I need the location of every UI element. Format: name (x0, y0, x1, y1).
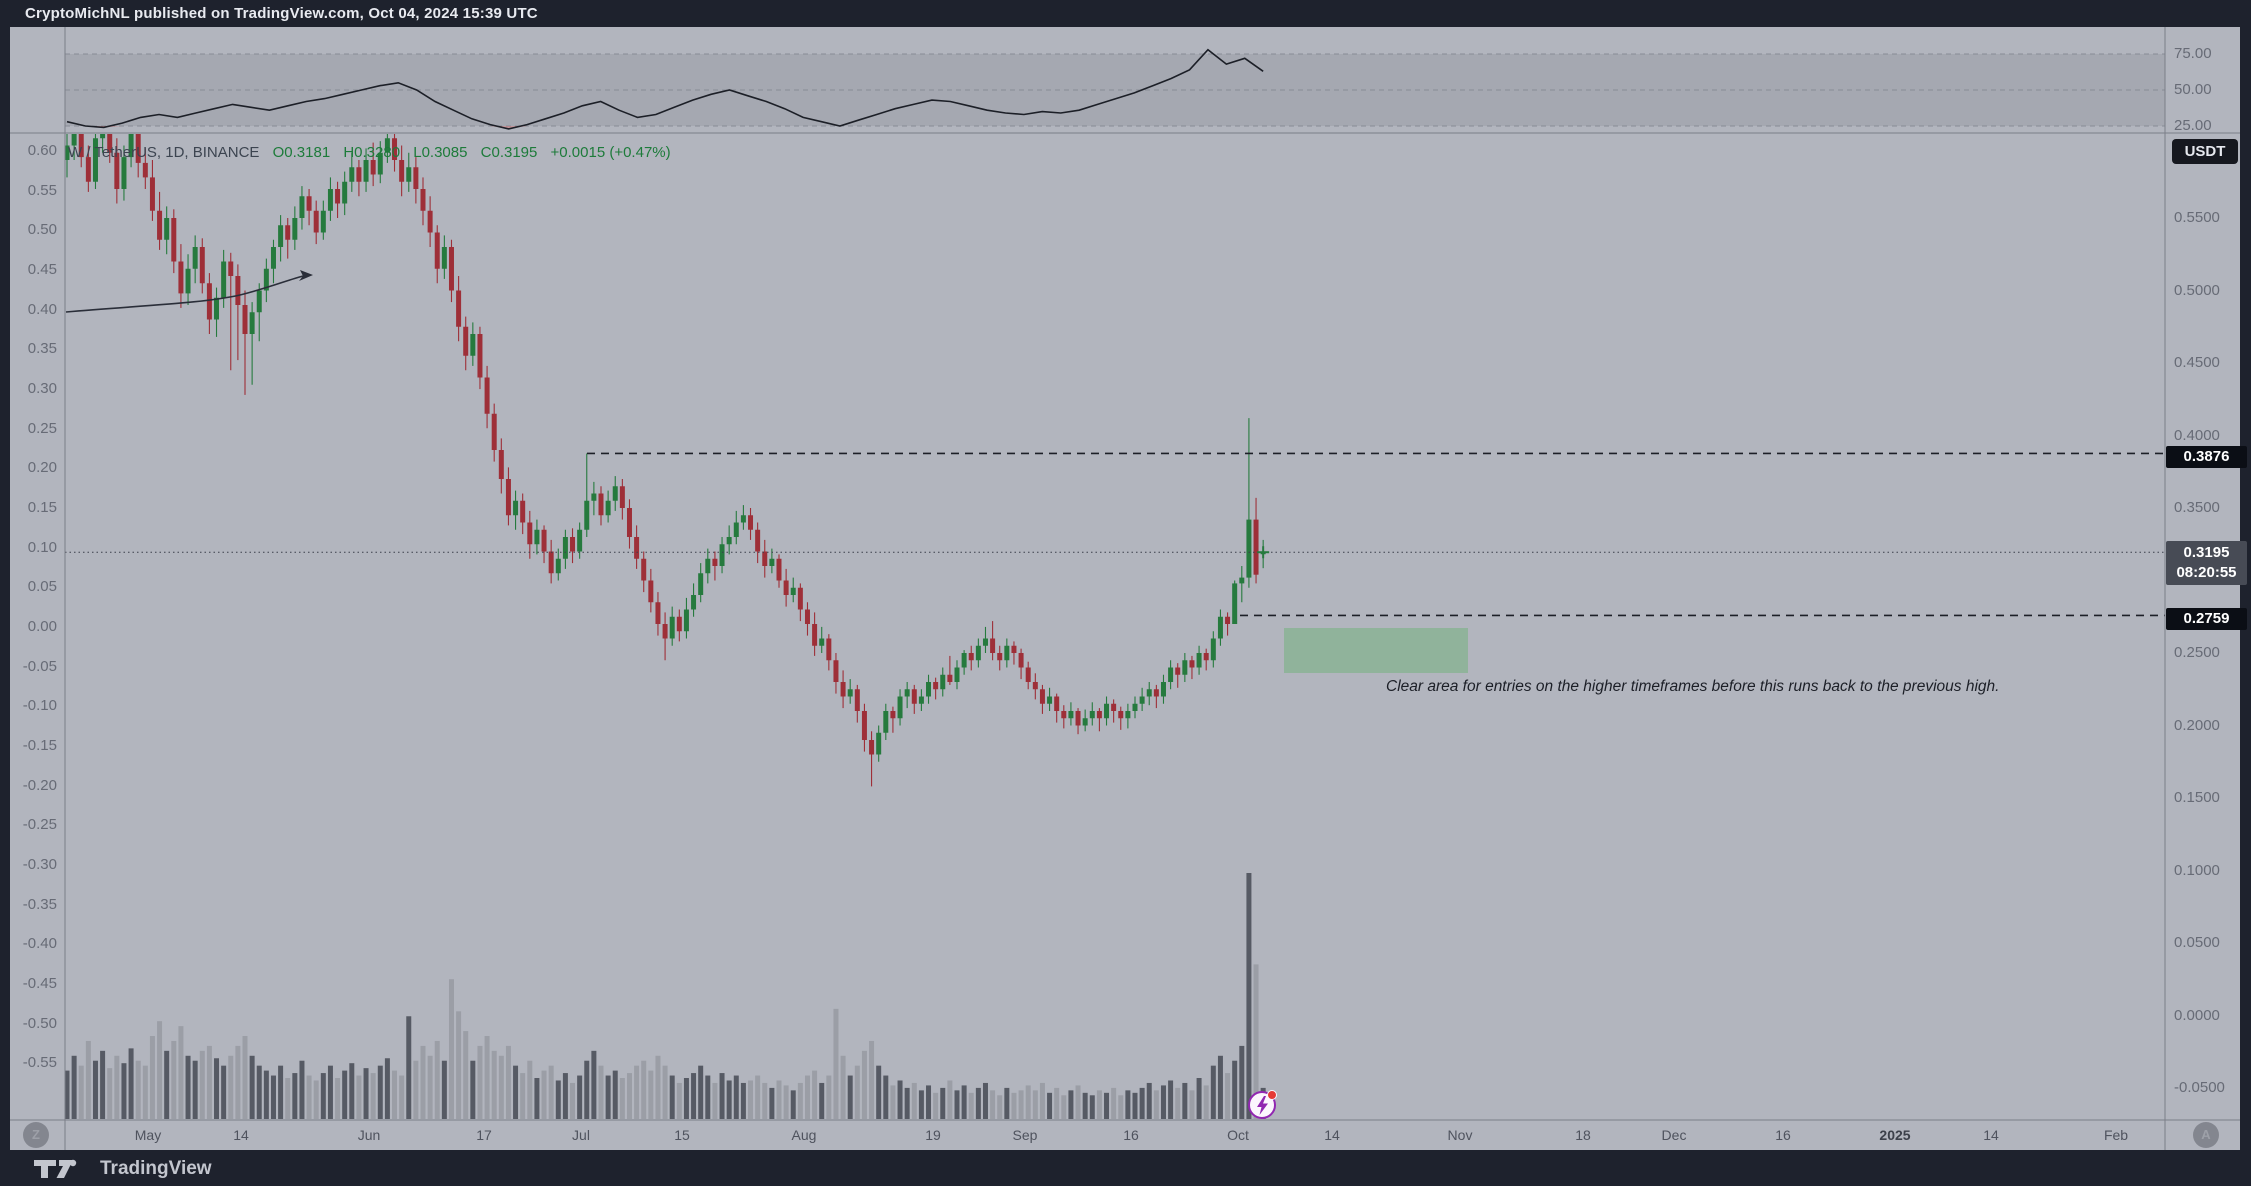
bar-countdown: 08:20:55 (2176, 564, 2237, 581)
time-axis-label: Nov (1447, 1127, 1473, 1143)
timezone-button[interactable]: Z (23, 1122, 49, 1148)
last-price-value: 0.3195 (2183, 544, 2230, 561)
time-axis-label: 14 (233, 1127, 249, 1143)
time-axis-label: 18 (1575, 1127, 1591, 1143)
left-scale-tick: -0.40 (22, 935, 57, 952)
time-axis-label: 14 (1983, 1127, 1999, 1143)
price-scale-tick: 0.2000 (2174, 717, 2220, 734)
legend-low: L0.3085 (413, 144, 468, 161)
left-scale-tick: 0.15 (27, 499, 57, 516)
time-axis-label: Oct (1227, 1127, 1249, 1143)
time-axis-label: Jul (572, 1127, 590, 1143)
left-scale-tick: 0.50 (27, 221, 57, 238)
left-scale-tick: 0.30 (27, 380, 57, 397)
time-axis-label: May (134, 1127, 162, 1143)
left-scale-tick: -0.05 (22, 658, 57, 675)
left-scale-tick: 0.60 (27, 142, 57, 159)
left-scale-tick: -0.30 (22, 856, 57, 873)
price-scale-tick: 0.5000 (2174, 282, 2220, 299)
scale-mode-button[interactable]: A (2193, 1122, 2219, 1148)
left-scale-tick: -0.10 (22, 697, 57, 714)
left-scale-tick: 0.25 (27, 420, 57, 437)
price-scale-tick: 0.5500 (2174, 209, 2220, 226)
price-scale-tick: 0.4500 (2174, 354, 2220, 371)
indicator-scale-tick: 50.00 (2174, 81, 2212, 98)
right-margin (2240, 27, 2251, 1150)
price-scale-tick: 0.4000 (2174, 427, 2220, 444)
left-scale-tick: 0.10 (27, 539, 57, 556)
left-scale-tick: 0.40 (27, 301, 57, 318)
tradingview-logo-icon[interactable] (33, 1157, 85, 1181)
left-scale-tick: 0.55 (27, 182, 57, 199)
symbol-legend[interactable]: W / TetherUS, 1D, BINANCE O0.3181 H0.328… (68, 144, 671, 161)
left-scale-tick: -0.55 (22, 1054, 57, 1071)
time-axis-label: 2025 (1879, 1127, 1911, 1143)
left-scale-tick: -0.50 (22, 1015, 57, 1032)
left-scale-tick: -0.45 (22, 975, 57, 992)
left-scale-tick: 0.45 (27, 261, 57, 278)
time-axis-label: 14 (1324, 1127, 1340, 1143)
footer-bar: TradingView (0, 1150, 2251, 1186)
left-scale-tick: -0.35 (22, 896, 57, 913)
entry-zone-rectangle[interactable] (1284, 628, 1468, 673)
left-scale-tick: 0.00 (27, 618, 57, 635)
time-axis-label: Sep (1012, 1127, 1038, 1143)
time-axis-label: Jun (357, 1127, 381, 1143)
time-axis-label: Dec (1661, 1127, 1687, 1143)
left-scale-tick: -0.25 (22, 816, 57, 833)
published-info: CryptoMichNL published on TradingView.co… (25, 5, 538, 22)
time-axis-label: Aug (791, 1127, 817, 1143)
legend-open: O0.3181 (272, 144, 331, 161)
time-axis-label: 16 (1123, 1127, 1139, 1143)
price-scale-tick: -0.0500 (2174, 1079, 2225, 1096)
time-axis-label: Feb (2103, 1127, 2129, 1143)
legend-high: H0.3280 (343, 144, 401, 161)
left-scale-tick: -0.15 (22, 737, 57, 754)
legend-close: C0.3195 (480, 144, 538, 161)
title-bar: CryptoMichNL published on TradingView.co… (0, 0, 2251, 27)
left-scale-tick: 0.05 (27, 578, 57, 595)
event-alert-dot (1267, 1090, 1277, 1100)
resistance-price-label: 0.3876 (2166, 446, 2247, 468)
left-scale-tick: 0.20 (27, 459, 57, 476)
left-scale-tick: 0.35 (27, 340, 57, 357)
price-scale-tick: 0.0500 (2174, 934, 2220, 951)
price-scale-tick: 0.2500 (2174, 644, 2220, 661)
indicator-scale-tick: 25.00 (2174, 117, 2212, 134)
left-margin (0, 27, 10, 1150)
price-scale-tick: 0.3500 (2174, 499, 2220, 516)
price-scale-tick: 0.1500 (2174, 789, 2220, 806)
price-scale-tick: 0.0000 (2174, 1007, 2220, 1024)
symbol-description: W / TetherUS, 1D, BINANCE (68, 144, 260, 161)
time-axis-label: 19 (925, 1127, 941, 1143)
time-axis-label: 15 (674, 1127, 690, 1143)
event-marker-icon[interactable] (1248, 1090, 1277, 1119)
tradingview-wordmark[interactable]: TradingView (100, 1158, 212, 1179)
left-scale-tick: -0.20 (22, 777, 57, 794)
last-price-label: 0.3195 08:20:55 (2166, 541, 2247, 585)
time-axis-label: 16 (1775, 1127, 1791, 1143)
indicator-scale-tick: 75.00 (2174, 45, 2212, 62)
price-scale-tick: 0.1000 (2174, 862, 2220, 879)
lightning-icon (1257, 1096, 1268, 1115)
legend-change: +0.0015 (+0.47%) (550, 144, 671, 161)
time-axis-label: 17 (476, 1127, 492, 1143)
support-price-label: 0.2759 (2166, 608, 2247, 630)
chart-annotation-text: Clear area for entries on the higher tim… (1386, 678, 2000, 695)
price-scale-unit-badge[interactable]: USDT (2172, 139, 2238, 164)
